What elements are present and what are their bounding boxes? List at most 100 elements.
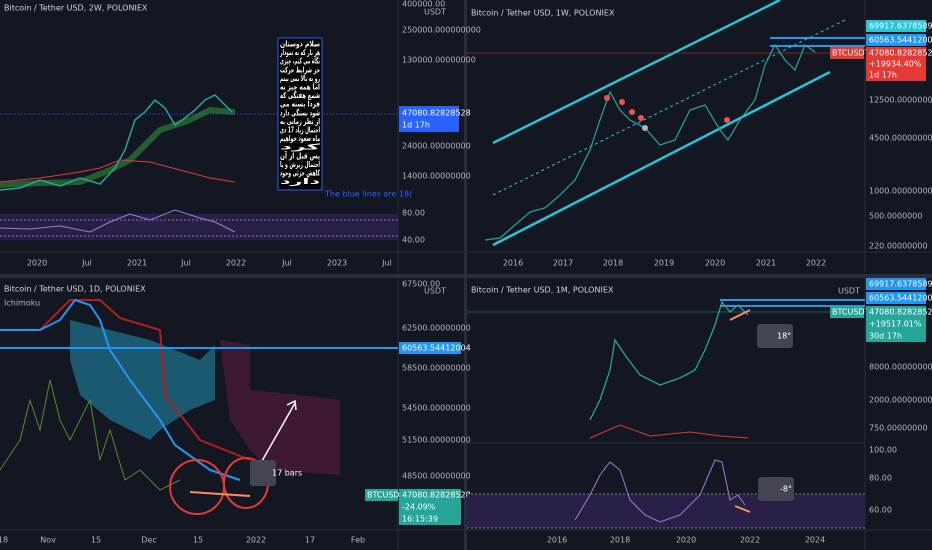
note-line: از نظر زمانی به (280, 117, 320, 126)
last-price-tag (399, 489, 461, 525)
price-tag-text: 69917.63785895 (869, 280, 932, 289)
time-label: Dec (141, 536, 156, 545)
angle-label: -8° (780, 485, 792, 494)
signal-dot (724, 117, 730, 123)
note-line: کاهش جزئی وجود (280, 169, 320, 179)
note-line: احتمال زیاد 17 دی (280, 126, 320, 135)
last-price-tag (399, 106, 459, 132)
lagging-span (0, 379, 181, 491)
note-line: ماه صعود خواهیم (280, 134, 320, 143)
price-tag (399, 342, 461, 354)
price-line (484, 43, 816, 241)
time-label: 17 (305, 536, 315, 545)
time-label: 2022 (246, 536, 266, 545)
time-label: 2022 (806, 259, 826, 268)
change: +19517.01% (869, 320, 922, 329)
panel-title: Bitcoin / Tether USD, 1W, POLONIEX (471, 9, 615, 18)
note-overflow: The blue lines are 18( (324, 190, 412, 199)
note-line: اما همه چیز به (280, 83, 320, 92)
time-label: 2018 (610, 536, 630, 545)
time-label: 18 (0, 536, 8, 545)
price-label: 62500.00000000 (402, 324, 471, 333)
trend-line (729, 309, 751, 321)
price-label: 500.0000000 (869, 212, 922, 221)
ma-line (589, 424, 749, 439)
time-label: 2022 (226, 259, 246, 268)
price-label: 58500.00000000 (402, 364, 471, 373)
angle-label: 18° (777, 332, 791, 341)
price-tag (866, 34, 926, 46)
price-label: 54500.00000000 (402, 404, 471, 413)
price-label: 750.00000000 (869, 424, 928, 433)
time-label: 2020 (705, 259, 725, 268)
time-label: 2018 (603, 259, 623, 268)
note-line: سلام دوستان (280, 40, 320, 49)
ichimoku-cloud (70, 320, 215, 440)
rsi-line (0, 209, 236, 233)
price-tag (866, 20, 926, 32)
panel-title: Bitcoin / Tether USD, 2W, POLONIEX (4, 4, 148, 13)
base-line (0, 299, 251, 461)
note-line: شمع هفتگی که (280, 90, 320, 100)
time-label: Feb (351, 536, 365, 545)
indicator: Ichimoku (4, 299, 40, 308)
change: -24.09% (402, 503, 436, 512)
angle-box (758, 477, 794, 501)
note-line: نگاه می کنم، چیزی (280, 56, 320, 66)
price-label: 250000.000000000 (402, 26, 481, 35)
price-label: 60.00 (869, 506, 892, 515)
countdown: 1d 17h (402, 121, 430, 130)
price-label: 4500.00000000 (869, 134, 932, 143)
time-label: 2016 (503, 259, 523, 268)
price-label: 130000.00000000 (402, 56, 476, 65)
change: +19934.40% (869, 60, 922, 69)
signal-dot (642, 125, 648, 131)
note-line: دارد (280, 177, 320, 186)
time-label: Jul (281, 259, 292, 268)
price-tag-text: 60563.54412004 (402, 344, 471, 353)
panel-1w: Bitcoin / Tether USD, 1W, POLONIEX 69917… (467, 0, 932, 272)
time-label: Nov (40, 536, 56, 545)
price-label: 48500.00000000 (402, 472, 471, 481)
last-price: 47080.82828528 (869, 308, 932, 317)
time-label: 2023 (327, 259, 347, 268)
time-label: Jul (381, 259, 392, 268)
last-price: 47080.82828528 (402, 109, 471, 118)
price-label: 80.00 (869, 474, 892, 483)
symbol: BTCUSDT (832, 308, 870, 317)
note-box (277, 37, 323, 191)
last-price: 47080.82828528 (869, 49, 932, 58)
bars-box (250, 460, 276, 486)
rsi-line (574, 459, 746, 523)
price-line (0, 94, 233, 191)
price-tag-text: 60563.54412004 (869, 294, 932, 303)
note-line: کرد (280, 143, 321, 152)
panel-1d: 17 bars Bitcoin / Tether USD, 1D, POLONI… (0, 278, 471, 550)
time-label: 2021 (756, 259, 776, 268)
price-tag-text: 69917.63785895 (869, 22, 932, 31)
currency: USDT (424, 287, 446, 296)
time-label: 2016 (547, 536, 567, 545)
price-label: 80.00 (402, 209, 425, 218)
price-tag (866, 278, 926, 290)
countdown: 30d 17h (869, 332, 902, 341)
symbol: BTCUSDT (367, 491, 405, 500)
ma-ribbon (0, 106, 236, 188)
last-price-tag (866, 306, 926, 342)
price-tag (866, 292, 926, 304)
trend-line (189, 491, 251, 497)
conversion-line (0, 298, 241, 481)
note-line: پس قبل از آن (280, 150, 320, 161)
note-line: شود بستگی دارد (280, 107, 320, 117)
countdown: 1d 17h (869, 71, 897, 80)
channel-line (492, 70, 831, 247)
price-label: 8000.00000000 (869, 363, 932, 372)
panel-title: Bitcoin / Tether USD, 1D, POLONIEX (4, 285, 146, 294)
time-label: 2020 (27, 259, 47, 268)
symbol-tag (830, 47, 864, 59)
angle-box (757, 324, 793, 348)
signal-dot (638, 115, 644, 121)
time-label: 2020 (676, 536, 696, 545)
